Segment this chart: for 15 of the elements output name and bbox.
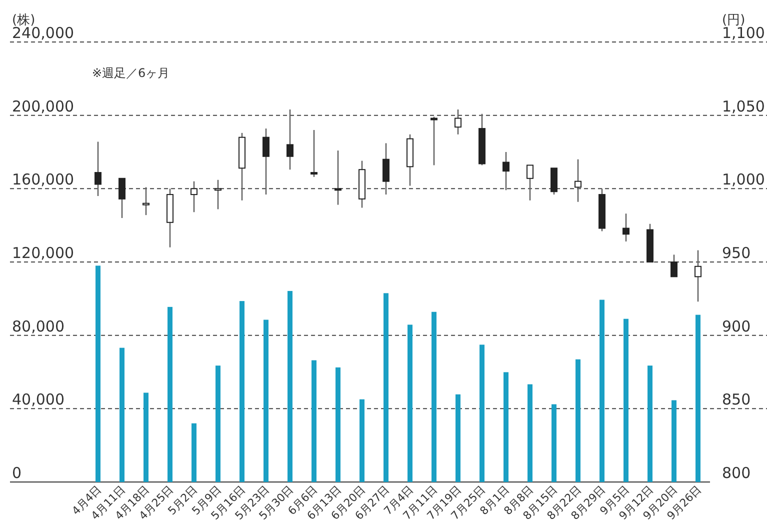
- y-tick-label: 120,000: [12, 244, 74, 262]
- annotation: ※週足／6ヶ月: [92, 66, 170, 80]
- y-tick-label: 200,000: [12, 97, 74, 116]
- y2-tick-label: 950: [722, 244, 751, 262]
- y2-tick-label: 1,000: [722, 170, 765, 189]
- y2-tick-label: 800: [722, 464, 751, 482]
- y-tick-label: 160,000: [12, 170, 74, 189]
- y2-axis-title: (円): [722, 13, 746, 28]
- y2-tick-label: 900: [722, 317, 751, 336]
- y-tick-label: 80,000: [12, 317, 64, 336]
- y2-tick-label: 1,050: [722, 97, 765, 116]
- y2-tick-label: 850: [722, 390, 751, 409]
- y-tick-label: 0: [12, 464, 22, 482]
- y-tick-label: 40,000: [12, 390, 64, 409]
- y-axis-title: (株): [12, 13, 36, 28]
